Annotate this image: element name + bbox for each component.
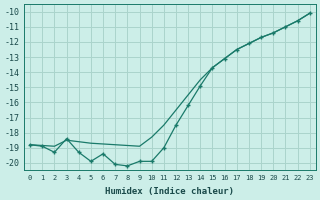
X-axis label: Humidex (Indice chaleur): Humidex (Indice chaleur) (105, 187, 235, 196)
